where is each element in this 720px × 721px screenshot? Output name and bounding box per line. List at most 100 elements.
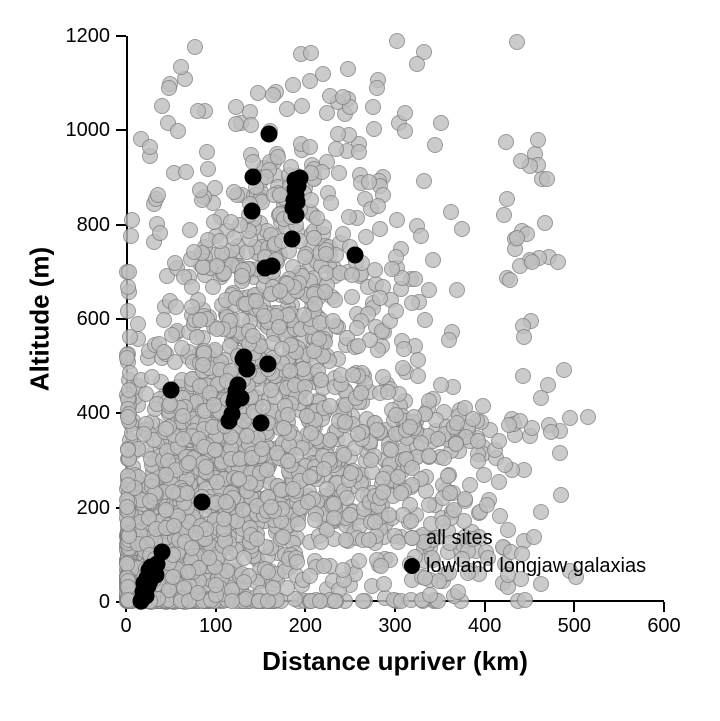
all-sites-point [167,255,183,271]
all-sites-point [256,308,272,324]
all-sites-point [296,307,312,323]
x-tick-label: 600 [647,616,680,636]
all-sites-point [395,360,411,376]
all-sites-point [161,80,177,96]
all-sites-point [302,568,318,584]
all-sites-point [300,494,316,510]
all-sites-point [313,534,329,550]
longjaw-point [259,355,276,372]
all-sites-point [499,191,515,207]
all-sites-point [457,491,473,507]
all-sites-point [410,368,426,384]
all-sites-point [370,198,386,214]
all-sites-point [449,282,465,298]
all-sites-point [121,264,137,280]
all-sites-point [389,33,405,49]
all-sites-point [223,214,239,230]
all-sites-point [175,408,191,424]
all-sites-point [165,484,181,500]
all-sites-point [388,303,404,319]
all-sites-point [156,312,172,328]
all-sites-point [343,465,359,481]
y-tick-label: 1200 [66,26,111,46]
all-sites-point [369,80,385,96]
longjaw-point [162,381,179,398]
all-sites-point [448,436,464,452]
all-sites-point [335,89,351,105]
x-axis-label: Distance upriver (km) [262,646,528,677]
all-sites-point [123,228,139,244]
all-sites-point [318,246,334,262]
all-sites-point [201,550,217,566]
longjaw-point [245,168,262,185]
y-tick-label: 600 [77,309,110,329]
all-sites-point [209,321,225,337]
x-tick-label: 100 [199,616,232,636]
all-sites-point [403,513,419,529]
all-sites-point [492,508,508,524]
all-sites-point [184,279,200,295]
all-sites-point [550,254,566,270]
all-sites-point [173,59,189,75]
all-sites-point [158,502,174,518]
all-sites-point [178,164,194,180]
y-tick-label: 200 [77,498,110,518]
all-sites-point [180,564,196,580]
legend-item: lowland longjaw galaxias [404,556,646,576]
all-sites-point [249,531,265,547]
longjaw-point [153,544,170,561]
x-tick-label: 300 [378,616,411,636]
all-sites-point [349,320,365,336]
all-sites-point [416,173,432,189]
all-sites-point [491,474,507,490]
all-sites-point [421,448,437,464]
longjaw-point [289,194,306,211]
all-sites-point [351,553,367,569]
all-sites-point [174,340,190,356]
all-sites-point [279,580,295,596]
all-sites-point [120,442,136,458]
all-sites-point [425,252,441,268]
all-sites-point [235,502,251,518]
all-sites-point [228,116,244,132]
all-sites-point [336,447,352,463]
all-sites-point [396,341,412,357]
all-sites-point [454,221,470,237]
all-sites-point [120,516,136,532]
all-sites-point [138,386,154,402]
all-sites-point [515,368,531,384]
all-sites-point [410,352,426,368]
all-sites-point [280,453,296,469]
all-sites-point [361,532,377,548]
all-sites-point [430,431,446,447]
all-sites-point [119,499,135,515]
x-tick [573,602,575,612]
all-sites-point [190,103,206,119]
scatter-figure: Altitude (m) Distance upriver (km) 01002… [0,0,720,721]
all-sites-point [216,511,232,527]
all-sites-point [120,477,136,493]
legend-label: lowland longjaw galaxias [426,556,646,576]
all-sites-point [462,477,478,493]
all-sites-point [384,261,400,277]
all-sites-point [367,514,383,530]
all-sites-point [119,350,135,366]
all-sites-point [369,422,385,438]
longjaw-point [232,390,249,407]
all-sites-point [553,487,569,503]
longjaw-point [291,169,308,186]
all-sites-point [562,410,578,426]
all-sites-point [537,215,553,231]
longjaw-point [239,360,256,377]
all-sites-point [297,249,313,265]
all-sites-point [142,493,158,509]
all-sites-point [120,279,136,295]
all-sites-point [421,282,437,298]
x-tick-label: 500 [558,616,591,636]
all-sites-point [363,452,379,468]
all-sites-point [422,587,438,603]
all-sites-point [383,442,399,458]
legend-marker [404,530,420,546]
all-sites-point [404,295,420,311]
all-sites-point [122,329,138,345]
